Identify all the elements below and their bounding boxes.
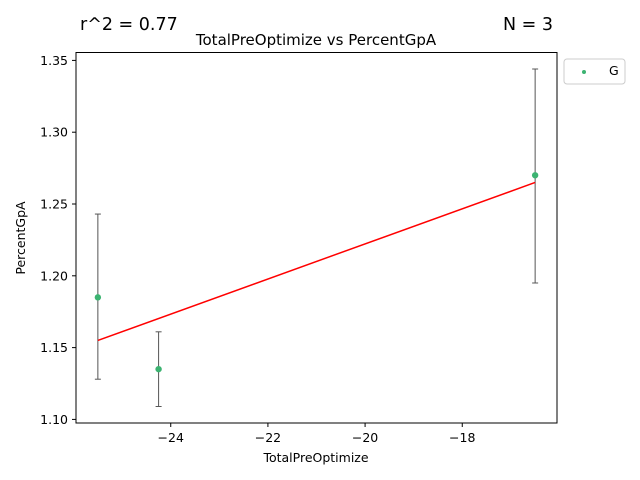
- y-tick-label: 1.25: [40, 197, 68, 212]
- x-axis-ticks: −24 −22 −20 −18: [158, 423, 475, 445]
- x-tick-label: −24: [158, 430, 184, 445]
- legend-marker: [582, 70, 586, 74]
- n-annotation: N = 3: [503, 15, 553, 35]
- legend-box: [563, 58, 626, 85]
- points-group: [94, 172, 539, 373]
- x-tick-label: −20: [352, 430, 378, 445]
- y-tick-label: 1.15: [40, 340, 68, 355]
- x-axis-label: TotalPreOptimize: [262, 450, 368, 465]
- plot-area: [75, 52, 558, 424]
- y-axis-label: PercentGpA: [13, 201, 28, 275]
- y-axis-ticks: 1.10 1.15 1.20 1.25 1.30 1.35: [40, 53, 76, 427]
- y-tick-label: 1.20: [40, 268, 68, 283]
- r-squared-annotation: r^2 = 0.77: [80, 15, 178, 35]
- y-tick-label: 1.35: [40, 53, 68, 68]
- x-tick-label: −22: [255, 430, 281, 445]
- y-tick-label: 1.10: [40, 412, 68, 427]
- data-point: [531, 172, 539, 179]
- axes-frame: [75, 52, 558, 424]
- x-tick-label: −18: [449, 430, 475, 445]
- regression-fit-line: [97, 181, 536, 342]
- legend: G: [563, 58, 626, 85]
- legend-label: G: [609, 63, 619, 78]
- data-point: [94, 294, 102, 301]
- fit-line-group: [97, 181, 536, 342]
- chart-title: TotalPreOptimize vs PercentGpA: [195, 31, 437, 49]
- y-tick-label: 1.30: [40, 125, 68, 140]
- data-point: [155, 365, 162, 373]
